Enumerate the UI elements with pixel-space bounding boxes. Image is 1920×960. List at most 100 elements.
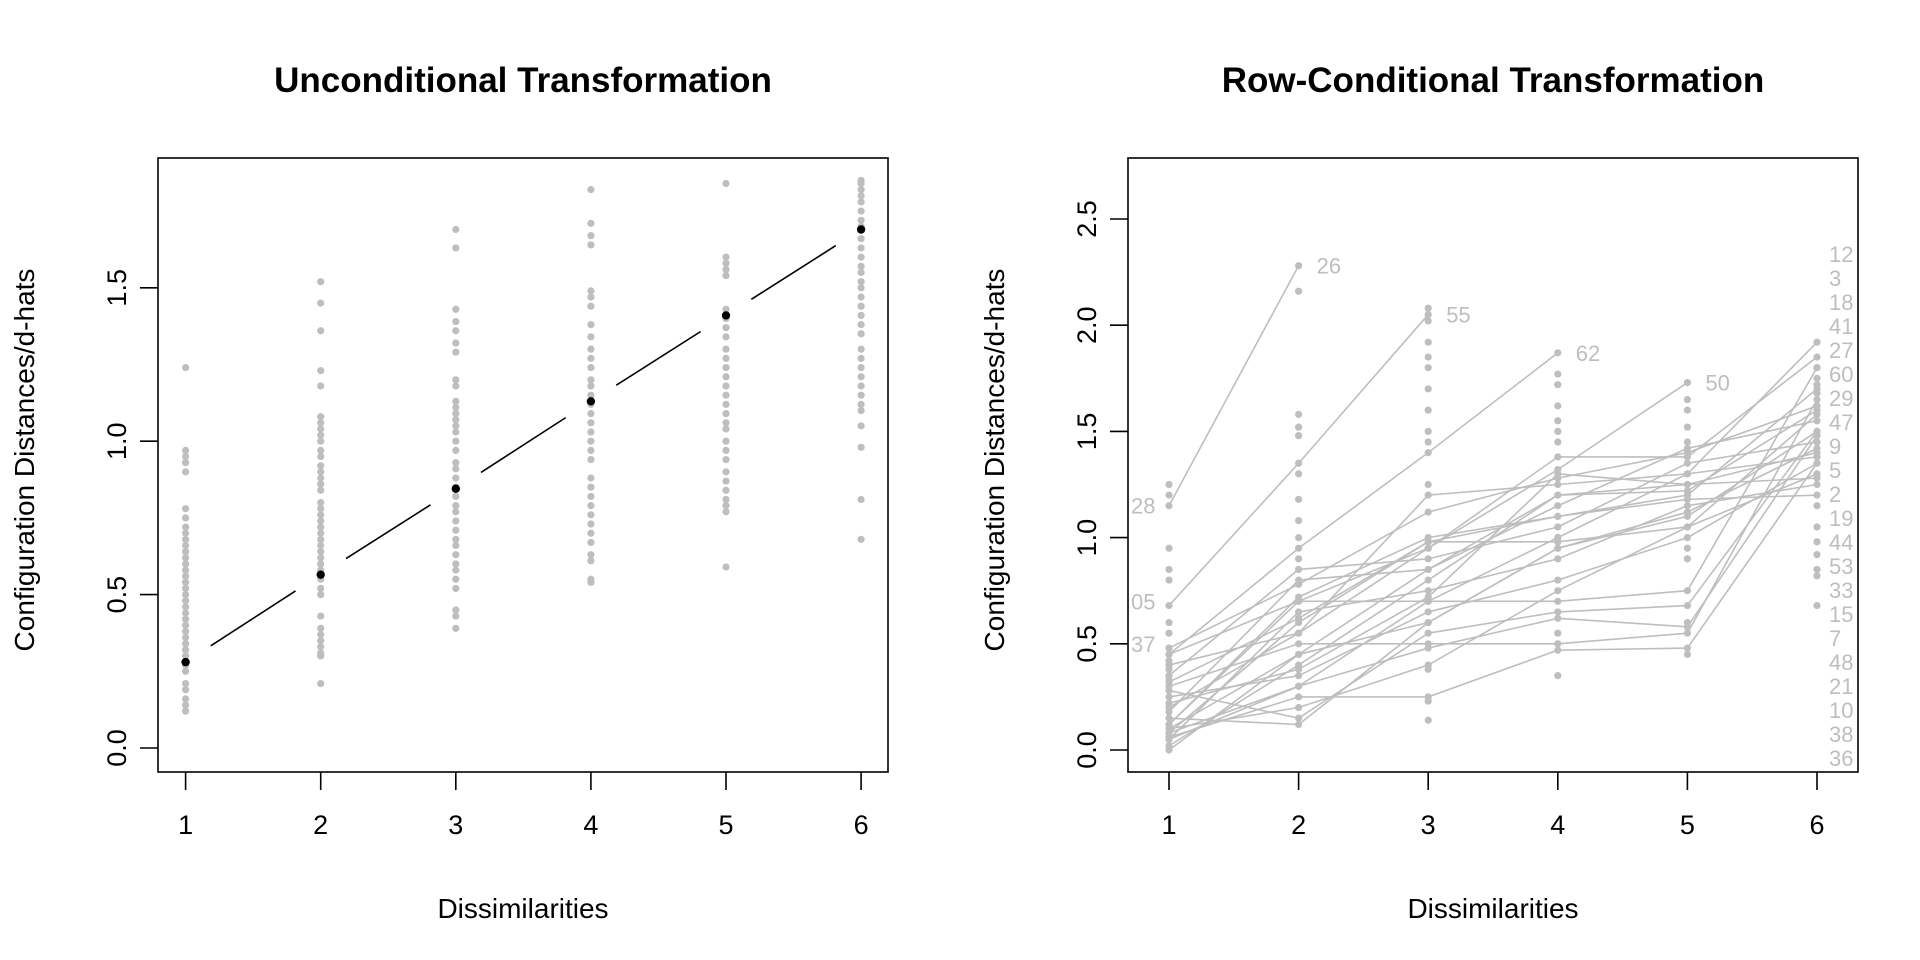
- data-point: [1295, 432, 1303, 440]
- data-point: [317, 541, 325, 550]
- data-point: [452, 437, 460, 445]
- row-label: 19: [1829, 506, 1853, 531]
- data-point: [1165, 699, 1173, 707]
- data-point: [722, 468, 730, 476]
- data-point: [587, 186, 595, 194]
- data-point: [1554, 480, 1562, 489]
- data-point: [182, 603, 190, 611]
- data-point: [1813, 395, 1821, 404]
- row-label: 10: [1829, 698, 1853, 723]
- data-point: [452, 566, 460, 574]
- data-point: [452, 508, 460, 516]
- data-point: [722, 391, 730, 399]
- data-point: [1165, 629, 1173, 637]
- data-point: [1813, 491, 1821, 499]
- data-point: [452, 526, 460, 534]
- data-point: [1683, 623, 1691, 631]
- right-title: Row-Conditional Transformation: [1222, 61, 1764, 100]
- row-line: [1168, 441, 1818, 677]
- right-xtick-label: 5: [1680, 810, 1695, 840]
- data-point: [587, 492, 595, 501]
- left-title: Unconditional Transformation: [274, 61, 772, 100]
- data-point: [1554, 587, 1562, 595]
- data-point: [317, 652, 325, 660]
- data-point: [587, 232, 595, 240]
- data-point: [857, 268, 865, 277]
- data-point: [182, 505, 190, 513]
- data-point: [1554, 381, 1562, 389]
- data-point: [452, 560, 460, 568]
- data-point: [317, 462, 325, 470]
- data-point: [1165, 480, 1173, 489]
- data-point: [1295, 555, 1303, 563]
- fitted-point: [316, 570, 325, 579]
- data-point: [1424, 364, 1432, 372]
- data-point: [1683, 534, 1691, 542]
- data-point: [1165, 672, 1173, 680]
- data-point: [587, 241, 595, 249]
- data-point: [857, 535, 865, 543]
- data-point: [857, 373, 865, 381]
- data-point: [1165, 746, 1173, 754]
- right-ytick-label: 1.0: [1072, 519, 1102, 557]
- data-point: [587, 538, 595, 547]
- left-xtick-label: 4: [583, 810, 598, 840]
- data-point: [1295, 580, 1303, 588]
- data-point: [317, 535, 325, 543]
- fitted-point: [721, 311, 731, 320]
- data-point: [182, 529, 190, 537]
- data-point: [1554, 576, 1562, 584]
- data-point: [857, 293, 865, 301]
- data-point: [182, 701, 190, 709]
- left-xtick-label: 3: [448, 810, 463, 840]
- data-point: [1424, 716, 1432, 724]
- data-point: [587, 363, 595, 372]
- data-point: [857, 192, 865, 200]
- data-point: [1424, 593, 1432, 601]
- data-point: [452, 492, 460, 501]
- data-point: [1424, 618, 1432, 627]
- data-point: [722, 456, 730, 464]
- data-point: [587, 446, 595, 455]
- data-point: [317, 327, 325, 335]
- data-point: [1813, 364, 1821, 372]
- data-point: [1683, 395, 1691, 404]
- data-point: [587, 219, 595, 227]
- left-ytick-label: 1.5: [102, 269, 132, 307]
- row-line: [1168, 413, 1818, 683]
- data-point: [317, 431, 325, 439]
- row-label: 9: [1829, 434, 1841, 459]
- data-point: [182, 591, 190, 599]
- data-point: [317, 624, 325, 632]
- data-point: [587, 345, 595, 353]
- fit-line-segment: [210, 590, 296, 647]
- data-point: [1683, 629, 1691, 637]
- data-point: [722, 495, 730, 504]
- data-point: [1424, 565, 1432, 574]
- data-point: [1683, 487, 1691, 495]
- data-point: [317, 474, 325, 482]
- data-point: [1424, 480, 1432, 489]
- data-point: [1165, 565, 1173, 574]
- data-point: [1813, 565, 1821, 574]
- row-line: [1168, 367, 1818, 656]
- data-point: [1683, 523, 1691, 531]
- data-point: [587, 557, 595, 565]
- data-point: [722, 271, 730, 280]
- data-point: [452, 244, 460, 252]
- data-point: [182, 667, 190, 675]
- data-point: [722, 400, 730, 408]
- data-point: [317, 413, 325, 421]
- fitted-point: [856, 225, 866, 234]
- data-point: [1683, 378, 1691, 387]
- data-point: [722, 477, 730, 485]
- data-point: [1554, 544, 1562, 552]
- data-point: [182, 572, 190, 580]
- fit-line-segment: [750, 244, 837, 300]
- data-point: [1813, 353, 1821, 361]
- right-xtick-label: 2: [1291, 810, 1306, 840]
- data-point: [317, 554, 325, 562]
- data-point: [857, 216, 865, 224]
- data-point: [1813, 538, 1821, 546]
